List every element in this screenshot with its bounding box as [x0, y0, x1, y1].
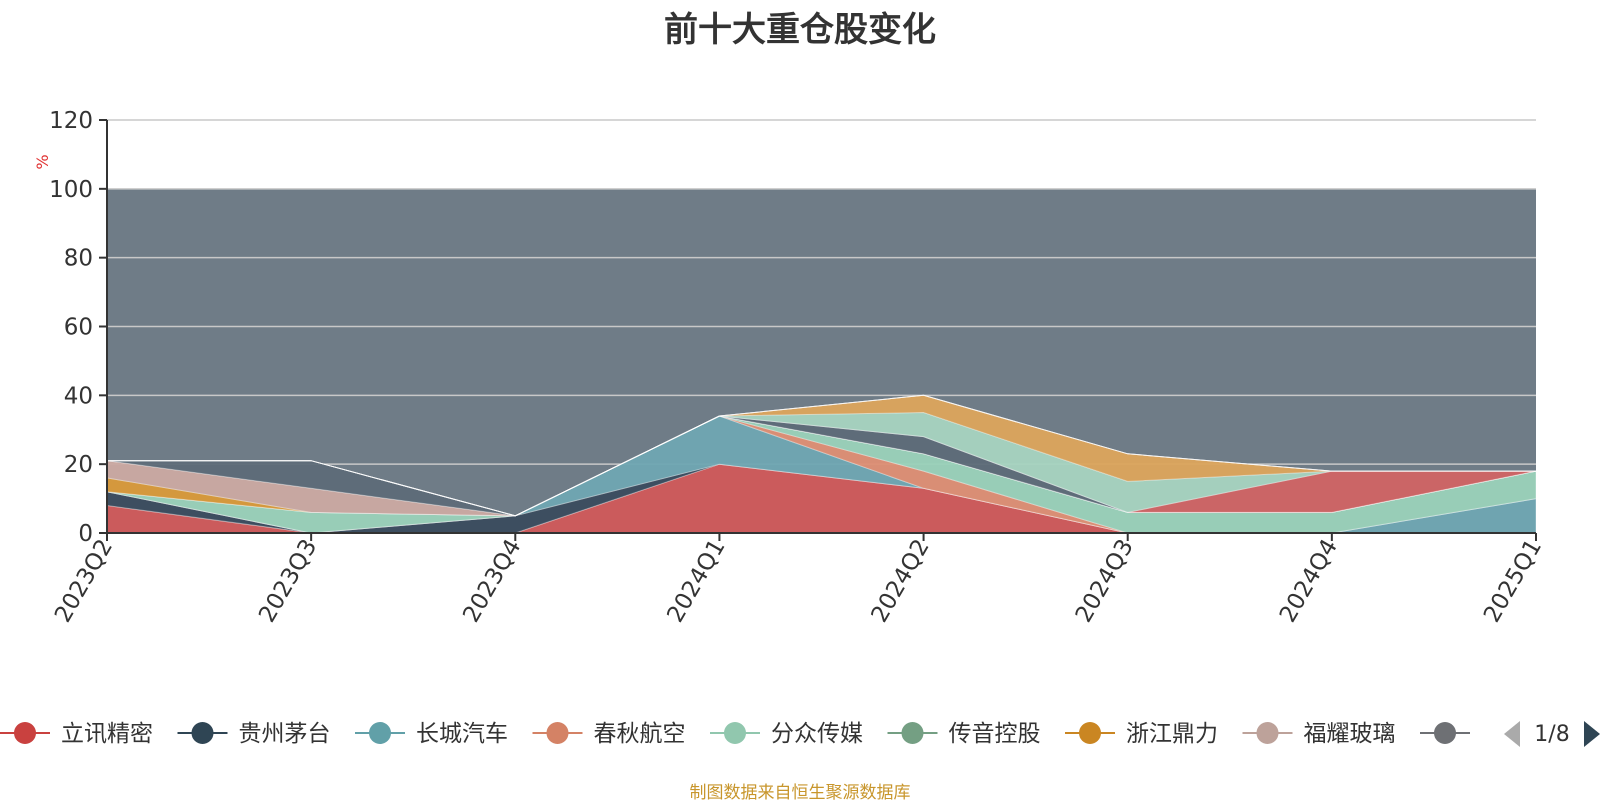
area-series-17	[107, 394, 1536, 517]
x-tick-label: 2025Q1	[1479, 535, 1547, 627]
legend-label: 浙江鼎力	[1126, 721, 1218, 747]
chart-title: 前十大重仓股变化	[664, 10, 936, 50]
legend-item[interactable]: 分众传媒	[710, 721, 863, 747]
legend-items: 立讯精密 贵州茅台 长城汽车 春秋航空 分众传媒 传音控股 浙江鼎力 福耀玻璃	[0, 721, 1470, 747]
area-series-13	[107, 394, 1536, 517]
legend-page-indicator: 1/8	[1534, 722, 1569, 747]
legend-item[interactable]: 福耀玻璃	[1242, 721, 1396, 747]
legend-item[interactable]: 浙江鼎力	[1065, 721, 1218, 747]
area-series-3	[106, 415, 1537, 534]
legend-prev-page-icon[interactable]	[1504, 721, 1520, 747]
area-series-5	[106, 415, 1537, 534]
legend-marker	[191, 722, 214, 744]
y-tick-label: 20	[64, 452, 93, 478]
legend-item[interactable]	[1420, 722, 1470, 744]
legend-label: 分众传媒	[771, 721, 863, 747]
legend-label: 贵州茅台	[239, 721, 331, 747]
legend-item[interactable]: 贵州茅台	[177, 721, 331, 747]
source-note: 制图数据来自恒生聚源数据库	[689, 783, 911, 803]
y-tick-label: 0	[78, 521, 93, 547]
legend-marker	[1434, 722, 1456, 744]
y-tick-label: 40	[64, 383, 93, 409]
legend-marker	[14, 722, 36, 744]
legend-label: 长城汽车	[416, 721, 508, 747]
y-tick-label: 100	[49, 177, 93, 203]
y-axis-label: %	[33, 154, 52, 169]
x-tick-label: 2024Q3	[1071, 535, 1139, 627]
legend-label: 传音控股	[949, 721, 1041, 747]
legend-item[interactable]: 立讯精密	[0, 721, 153, 747]
area-series-14	[107, 394, 1536, 517]
area-series-15	[107, 394, 1536, 517]
legend-label: 春秋航空	[594, 721, 686, 747]
legend-marker	[1079, 722, 1101, 744]
y-tick-label: 60	[64, 315, 93, 341]
legend-label: 福耀玻璃	[1304, 721, 1396, 747]
area-series-16	[107, 394, 1536, 517]
x-tick-label: 2023Q2	[50, 535, 118, 627]
area-series-12	[107, 394, 1536, 517]
y-tick-label: 80	[64, 246, 93, 272]
y-tick-label: 120	[49, 108, 93, 134]
legend-item[interactable]: 春秋航空	[532, 721, 686, 747]
legend-marker	[369, 722, 391, 744]
area-series-11	[107, 411, 1536, 517]
x-tick-label: 2024Q1	[662, 535, 730, 627]
legend-layer: 立讯精密 贵州茅台 长城汽车 春秋航空 分众传媒 传音控股 浙江鼎力 福耀玻璃 1/8	[0, 721, 1600, 747]
legend-marker	[724, 722, 746, 744]
legend-next-page-icon[interactable]	[1584, 721, 1600, 747]
legend-label: 立讯精密	[61, 721, 153, 747]
x-tick-label: 2023Q3	[254, 535, 322, 627]
x-tick-label: 2023Q4	[458, 535, 526, 627]
legend-item[interactable]: 传音控股	[887, 721, 1041, 747]
legend-marker	[1256, 722, 1279, 744]
legend-marker	[901, 722, 924, 744]
x-tick-label: 2024Q4	[1275, 535, 1343, 627]
legend-item[interactable]: 长城汽车	[355, 721, 508, 747]
legend-marker	[546, 722, 569, 744]
x-tick-label: 2024Q2	[867, 535, 935, 627]
